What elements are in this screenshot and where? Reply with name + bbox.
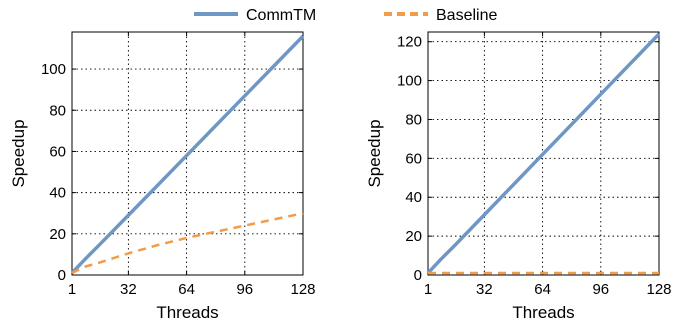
y-tick-label: 40	[405, 189, 422, 206]
y-axis-title: Speedup	[9, 119, 28, 187]
y-tick-label: 60	[49, 143, 66, 160]
y-tick-label: 100	[397, 73, 422, 90]
legend-label-baseline: Baseline	[436, 7, 497, 24]
x-tick-label: 128	[646, 281, 671, 298]
y-axis-title: Speedup	[365, 119, 384, 187]
series-line-commtm	[426, 32, 661, 275]
speedup-chart-right: 1 32 64 96 128 0 20 40 60 80 100 120 Threads Speedup	[365, 31, 672, 322]
x-tick-label: 32	[120, 281, 137, 298]
y-tick-label: 60	[405, 150, 422, 167]
x-tick-label: 96	[236, 281, 253, 298]
y-tick-label: 80	[405, 111, 422, 128]
y-tick-label: 120	[397, 34, 422, 51]
y-tick-label: 100	[41, 61, 66, 78]
plot-frame	[427, 31, 660, 276]
y-tick-label: 20	[405, 228, 422, 245]
legend: CommTM Baseline	[194, 7, 497, 24]
x-tick-label: 1	[424, 281, 432, 298]
series-line-baseline	[71, 211, 304, 275]
x-tick-label: 64	[178, 281, 195, 298]
x-axis-title: Threads	[156, 303, 218, 322]
y-tick-label: 0	[414, 267, 422, 284]
speedup-chart-left: 1 32 64 96 128 0 20 40 60 80 100 Threads Speedup	[9, 31, 316, 322]
series-line-commtm	[70, 34, 305, 275]
x-tick-label: 1	[68, 281, 76, 298]
y-tick-label: 20	[49, 226, 66, 243]
y-tick-label: 0	[58, 267, 66, 284]
y-tick-label: 40	[49, 185, 66, 202]
x-tick-label: 96	[592, 281, 609, 298]
x-axis-title: Threads	[512, 303, 574, 322]
x-tick-label: 32	[476, 281, 493, 298]
plot-frame	[71, 31, 304, 276]
x-tick-label: 64	[534, 281, 551, 298]
legend-label-commtm: CommTM	[246, 7, 316, 24]
y-tick-label: 80	[49, 102, 66, 119]
x-tick-label: 128	[290, 281, 315, 298]
